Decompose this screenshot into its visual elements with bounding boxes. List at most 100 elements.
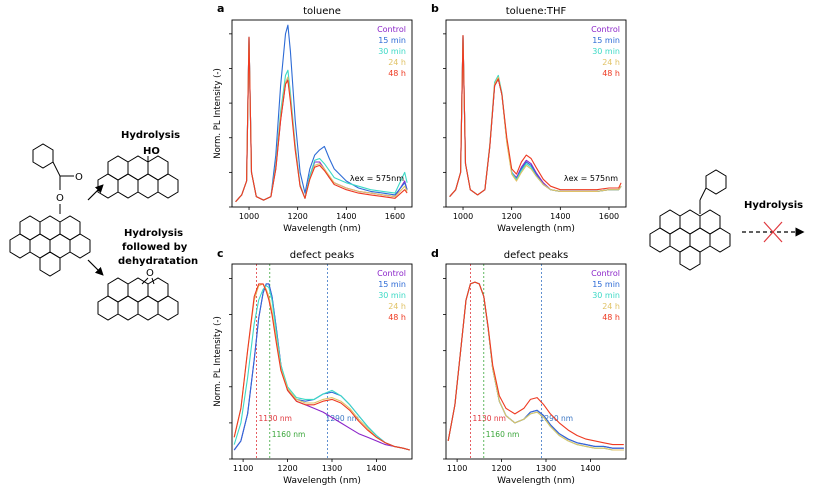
right-reaction-scheme: Hydrolysis — [649, 169, 805, 271]
series-line-control — [447, 281, 624, 449]
hydrolysis-dehydration-line1: Hydrolysis — [124, 228, 183, 239]
legend-entry: 30 min — [378, 47, 406, 56]
x-tick-label: 1200 — [501, 212, 521, 221]
series-line-48-h — [447, 281, 624, 446]
x-tick-label: 1300 — [322, 464, 342, 473]
reference-line-label: 1130 nm — [472, 414, 506, 423]
y-axis-label: Norm. PL Intensity (-) — [213, 316, 223, 407]
panel-letter: c — [217, 247, 224, 260]
x-tick-label: 1200 — [491, 464, 511, 473]
legend-entry: 48 h — [388, 313, 406, 322]
x-tick-label: 1400 — [336, 212, 356, 221]
legend-entry: 24 h — [602, 58, 620, 67]
x-tick-label: 1600 — [599, 212, 619, 221]
x-tick-label: 1400 — [366, 464, 386, 473]
legend-entry: 24 h — [388, 58, 406, 67]
x-tick-label: 1600 — [385, 212, 405, 221]
polycyclic-core — [9, 215, 91, 277]
bond — [52, 161, 61, 177]
x-tick-label: 1000 — [239, 212, 259, 221]
legend-entry: Control — [591, 269, 620, 278]
panel-b: b toluene:THF 1000 1200 1400 1600 Wavelength (… — [431, 2, 627, 234]
panel-letter: b — [431, 2, 439, 15]
benzyl-polycyclic-core — [649, 209, 731, 271]
series-line-15-min — [449, 35, 622, 197]
hydrolysis-label: Hydrolysis — [121, 130, 180, 141]
phenyl-ring — [32, 143, 54, 169]
x-tick-label: 1400 — [580, 464, 600, 473]
ester-oxygen: O — [56, 193, 64, 204]
epoxide-oxygen: O — [146, 268, 154, 279]
hydrolysis-dehydration-line3: dehydratation — [118, 256, 198, 267]
legend-entry: Control — [591, 25, 620, 34]
panel-c: c defect peaks 1130 nm 1160 nm 1290 nm 1100 12… — [213, 247, 413, 486]
legend-entry: 30 min — [378, 291, 406, 300]
benzyl-ring — [705, 169, 727, 195]
panel-letter: a — [217, 2, 224, 15]
hydrolysis-product — [97, 155, 179, 199]
series-line-24-h — [447, 281, 624, 451]
x-tick-label: 1400 — [550, 212, 570, 221]
panel-letter: d — [431, 247, 439, 260]
legend-entry: 24 h — [388, 302, 406, 311]
series-line-30-min — [233, 285, 410, 451]
plot-frame — [231, 263, 413, 460]
legend-entry: 48 h — [602, 313, 620, 322]
legend-entry: 30 min — [592, 291, 620, 300]
series-line-48-h — [233, 283, 410, 451]
panel-a: a toluene 1000 1200 1400 1600 Wavelength (nm) N… — [213, 2, 413, 234]
carbonyl-oxygen: O — [75, 172, 83, 183]
dehydration-product — [97, 277, 179, 321]
legend-entry: 15 min — [592, 280, 620, 289]
panel-title: toluene — [303, 6, 341, 17]
bond — [699, 187, 707, 201]
hydroxyl-group: HO — [143, 146, 160, 157]
reference-line-label: 1160 nm — [486, 430, 520, 439]
reference-line-label: 1290 nm — [540, 414, 574, 423]
panel-title: defect peaks — [290, 250, 354, 261]
x-axis-label: Wavelength (nm) — [497, 476, 575, 486]
reaction-arrow-down — [87, 259, 104, 276]
x-tick-label: 1100 — [233, 464, 253, 473]
reaction-arrow-up — [87, 184, 104, 201]
excitation-label: λex = 575nm — [350, 174, 404, 183]
series-line-48-h — [449, 35, 622, 197]
bond — [141, 277, 149, 285]
series-line-15-min — [447, 281, 624, 449]
legend-entry: 15 min — [378, 36, 406, 45]
excitation-label: λex = 575nm — [564, 174, 618, 183]
panel-title: toluene:THF — [506, 6, 567, 17]
legend-entry: 48 h — [388, 69, 406, 78]
right-hydrolysis-label: Hydrolysis — [744, 200, 803, 211]
legend-entry: 30 min — [592, 47, 620, 56]
x-tick-label: 1200 — [287, 212, 307, 221]
x-tick-label: 1000 — [453, 212, 473, 221]
plot-frame — [231, 19, 413, 208]
x-tick-label: 1300 — [536, 464, 556, 473]
panel-d: d defect peaks 1130 nm 1160 nm 1290 nm 1100 12… — [431, 247, 627, 486]
hydrolysis-dehydration-line2: followed by — [122, 242, 188, 253]
series-line-30-min — [447, 281, 624, 451]
x-tick-label: 1200 — [277, 464, 297, 473]
left-reaction-scheme: O O Hydrolysis HO — [9, 130, 198, 321]
legend-entry: 48 h — [602, 69, 620, 78]
x-axis-label: Wavelength (nm) — [283, 224, 361, 234]
reference-line-label: 1130 nm — [258, 414, 292, 423]
plot-frame — [445, 19, 627, 208]
reference-line-label: 1290 nm — [326, 414, 360, 423]
plot-frame — [445, 263, 627, 460]
y-axis-label: Norm. PL Intensity (-) — [213, 68, 223, 159]
series-line-15-min — [233, 283, 410, 451]
x-tick-label: 1100 — [447, 464, 467, 473]
legend-entry: Control — [377, 25, 406, 34]
series-line-48-h — [235, 36, 408, 203]
legend-entry: 15 min — [378, 280, 406, 289]
panel-title: defect peaks — [504, 250, 568, 261]
legend-entry: 24 h — [602, 302, 620, 311]
legend-entry: 15 min — [592, 36, 620, 45]
reference-line-label: 1160 nm — [272, 430, 306, 439]
legend-entry: Control — [377, 269, 406, 278]
x-axis-label: Wavelength (nm) — [283, 476, 361, 486]
x-axis-label: Wavelength (nm) — [497, 224, 575, 234]
